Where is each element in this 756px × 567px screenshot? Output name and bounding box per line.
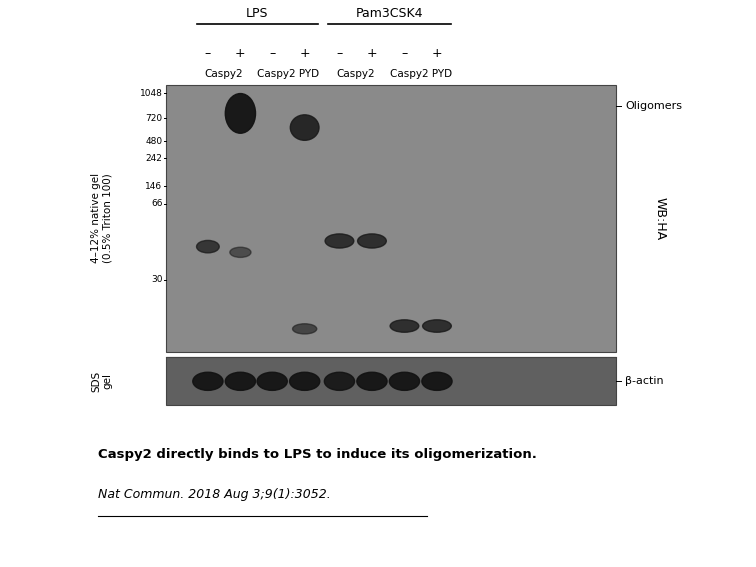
Text: WB:HA: WB:HA	[653, 197, 667, 240]
Text: LPS: LPS	[246, 7, 268, 20]
Bar	[166, 85, 616, 352]
Ellipse shape	[257, 373, 287, 391]
Text: +: +	[432, 48, 442, 60]
Ellipse shape	[422, 373, 452, 391]
Ellipse shape	[197, 240, 219, 253]
Text: 480: 480	[145, 137, 163, 146]
Text: –: –	[269, 48, 275, 60]
Ellipse shape	[357, 373, 387, 391]
Ellipse shape	[423, 320, 451, 332]
Text: SDS
gel: SDS gel	[91, 371, 113, 392]
Text: Caspy2 PYD: Caspy2 PYD	[389, 69, 452, 79]
Ellipse shape	[193, 373, 223, 391]
Ellipse shape	[389, 373, 420, 391]
Text: Caspy2: Caspy2	[205, 69, 243, 79]
Text: Oligomers: Oligomers	[625, 101, 682, 111]
Text: +: +	[235, 48, 246, 60]
Ellipse shape	[293, 324, 317, 334]
Ellipse shape	[325, 234, 354, 248]
Bar	[166, 357, 616, 405]
Ellipse shape	[358, 234, 386, 248]
Ellipse shape	[390, 320, 419, 332]
Text: –: –	[401, 48, 407, 60]
Text: 66: 66	[151, 199, 163, 208]
Ellipse shape	[230, 247, 251, 257]
Text: 146: 146	[145, 182, 163, 191]
Text: β-actin: β-actin	[625, 376, 664, 386]
Text: Caspy2 directly binds to LPS to induce its oligomerization.: Caspy2 directly binds to LPS to induce i…	[98, 448, 538, 461]
Text: 242: 242	[146, 154, 163, 163]
Text: Caspy2: Caspy2	[336, 69, 375, 79]
Text: +: +	[367, 48, 377, 60]
Ellipse shape	[290, 373, 320, 391]
Text: Nat Commun. 2018 Aug 3;9(1):3052.: Nat Commun. 2018 Aug 3;9(1):3052.	[98, 488, 331, 501]
Ellipse shape	[225, 373, 256, 391]
Text: 720: 720	[145, 114, 163, 123]
Text: –: –	[205, 48, 211, 60]
Text: Caspy2 PYD: Caspy2 PYD	[257, 69, 320, 79]
Text: 4–12% native gel
(0.5% Triton 100): 4–12% native gel (0.5% Triton 100)	[91, 174, 113, 263]
Text: –: –	[336, 48, 342, 60]
Text: Pam3CSK4: Pam3CSK4	[355, 7, 423, 20]
Ellipse shape	[324, 373, 355, 391]
Ellipse shape	[290, 115, 319, 141]
Text: 1048: 1048	[140, 88, 163, 98]
Text: +: +	[299, 48, 310, 60]
Ellipse shape	[225, 94, 256, 133]
Text: 30: 30	[151, 275, 163, 284]
